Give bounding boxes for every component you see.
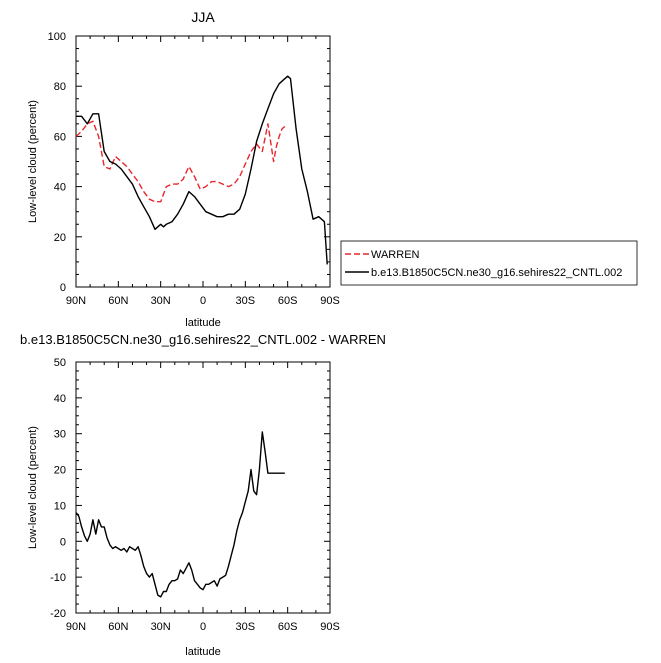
x-tick-label: 30N [151,295,171,307]
legend-entry-2: b.e13.B1850C5CN.ne30_g16.sehires22_CNTL.… [371,267,622,279]
y-tick-label: 20 [54,465,66,477]
y-tick-label: 40 [54,393,66,405]
y-tick-label: 20 [54,232,66,244]
x-tick-label: 60N [108,295,128,307]
chart-title: b.e13.B1850C5CN.ne30_g16.sehires22_CNTL.… [20,332,386,347]
x-tick-label: 60S [278,621,298,633]
x-axis-label: latitude [185,317,220,329]
y-tick-label: 50 [54,357,66,369]
x-tick-label: 90S [320,295,340,307]
series-line-2 [76,75,328,265]
x-tick-label: 30S [236,295,256,307]
series-line-1 [76,120,286,203]
x-tick-label: 30N [151,621,171,633]
x-axis-label: latitude [185,646,220,658]
series-line-1 [76,431,285,598]
y-tick-label: 80 [54,81,66,93]
y-tick-label: 40 [54,182,66,194]
x-tick-label: 0 [200,295,206,307]
y-tick-label: 30 [54,429,66,441]
y-tick-label: 100 [48,31,66,43]
plot-frame [75,361,331,614]
x-tick-label: 60N [108,621,128,633]
chart-title: JJA [191,9,215,25]
x-tick-label: 30S [236,621,256,633]
y-tick-label: 0 [60,282,66,294]
legend-entry-1: WARREN [371,249,420,261]
y-tick-label: 10 [54,500,66,512]
x-tick-label: 90N [66,621,86,633]
chart-2: b.e13.B1850C5CN.ne30_g16.sehires22_CNTL.… [20,332,386,658]
legend: WARREN b.e13.B1850C5CN.ne30_g16.sehires22… [340,240,638,286]
series-group [76,431,285,598]
y-tick-label: 0 [60,536,66,548]
y-axis-label: Low-level cloud (percent) [27,426,39,549]
series-group [76,75,328,265]
legend-box [340,240,638,286]
y-axis-label: Low-level cloud (percent) [27,100,39,223]
x-tick-label: 90S [320,621,340,633]
x-tick-label: 0 [200,621,206,633]
x-tick-label: 90N [66,295,86,307]
y-tick-label: -10 [50,572,66,584]
chart-1: JJA 90N 60N 30N 0 30S 60S 90S 0 20 40 60 80 100 latitu… [27,9,638,329]
plot-frame [75,35,331,288]
y-tick-label: -20 [50,608,66,620]
x-tick-label: 60S [278,295,298,307]
y-tick-label: 60 [54,131,66,143]
